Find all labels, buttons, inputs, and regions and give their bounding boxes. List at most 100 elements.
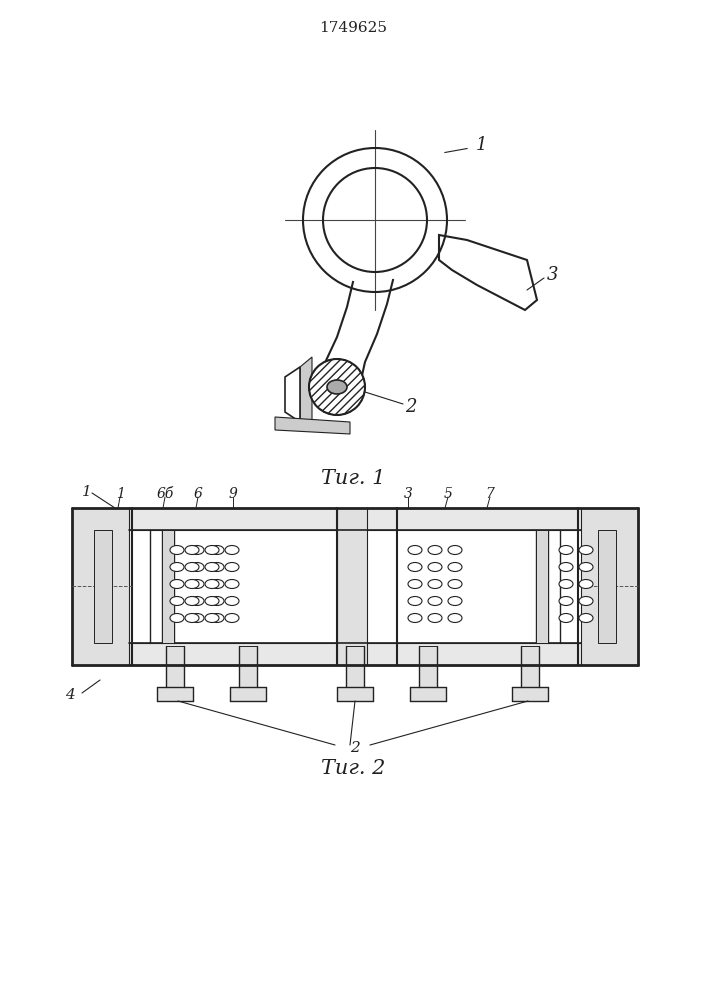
Polygon shape xyxy=(439,235,537,310)
Ellipse shape xyxy=(210,580,224,588)
Text: 1: 1 xyxy=(82,485,92,499)
Ellipse shape xyxy=(225,562,239,572)
Ellipse shape xyxy=(559,596,573,605)
Polygon shape xyxy=(72,643,638,665)
Ellipse shape xyxy=(170,596,184,605)
Ellipse shape xyxy=(190,562,204,572)
Ellipse shape xyxy=(225,546,239,554)
Polygon shape xyxy=(598,530,616,643)
Text: 2: 2 xyxy=(405,398,416,416)
Polygon shape xyxy=(94,530,112,643)
Ellipse shape xyxy=(559,580,573,588)
Text: 1: 1 xyxy=(115,487,124,501)
Ellipse shape xyxy=(205,562,219,572)
Ellipse shape xyxy=(225,596,239,605)
Ellipse shape xyxy=(170,546,184,554)
Ellipse shape xyxy=(205,580,219,588)
Ellipse shape xyxy=(408,562,422,572)
Ellipse shape xyxy=(579,546,593,554)
Text: 1749625: 1749625 xyxy=(319,21,387,35)
Ellipse shape xyxy=(170,562,184,572)
Polygon shape xyxy=(166,646,184,687)
Polygon shape xyxy=(337,687,373,701)
Ellipse shape xyxy=(190,613,204,622)
Ellipse shape xyxy=(205,613,219,622)
Ellipse shape xyxy=(205,546,219,554)
Text: Τиг. 2: Τиг. 2 xyxy=(321,758,385,778)
Ellipse shape xyxy=(559,562,573,572)
Ellipse shape xyxy=(448,546,462,554)
Ellipse shape xyxy=(559,613,573,622)
Polygon shape xyxy=(410,687,446,701)
Circle shape xyxy=(309,359,365,415)
Text: 9: 9 xyxy=(228,487,238,501)
Polygon shape xyxy=(162,530,174,643)
Bar xyxy=(174,530,337,643)
Text: 3: 3 xyxy=(547,266,559,284)
Ellipse shape xyxy=(185,613,199,622)
Ellipse shape xyxy=(408,613,422,622)
Ellipse shape xyxy=(428,562,442,572)
Polygon shape xyxy=(512,687,548,701)
Ellipse shape xyxy=(448,613,462,622)
Polygon shape xyxy=(72,508,129,665)
Polygon shape xyxy=(346,646,364,687)
Ellipse shape xyxy=(428,596,442,605)
Bar xyxy=(538,530,548,643)
Ellipse shape xyxy=(579,613,593,622)
Ellipse shape xyxy=(170,613,184,622)
Ellipse shape xyxy=(170,580,184,588)
Ellipse shape xyxy=(190,580,204,588)
Polygon shape xyxy=(275,417,350,434)
Text: 3: 3 xyxy=(404,487,412,501)
Text: 6: 6 xyxy=(194,487,202,501)
Ellipse shape xyxy=(210,546,224,554)
Polygon shape xyxy=(72,508,638,530)
Ellipse shape xyxy=(579,580,593,588)
Ellipse shape xyxy=(428,546,442,554)
Polygon shape xyxy=(285,367,300,422)
Ellipse shape xyxy=(408,546,422,554)
Ellipse shape xyxy=(225,613,239,622)
Ellipse shape xyxy=(448,562,462,572)
Ellipse shape xyxy=(408,580,422,588)
Ellipse shape xyxy=(579,562,593,572)
Ellipse shape xyxy=(185,546,199,554)
Text: Τиг. 1: Τиг. 1 xyxy=(321,468,385,488)
Polygon shape xyxy=(239,646,257,687)
Ellipse shape xyxy=(190,546,204,554)
Polygon shape xyxy=(337,508,367,665)
Ellipse shape xyxy=(205,596,219,605)
Ellipse shape xyxy=(448,596,462,605)
Ellipse shape xyxy=(428,613,442,622)
Ellipse shape xyxy=(408,596,422,605)
Ellipse shape xyxy=(559,546,573,554)
Polygon shape xyxy=(536,530,548,643)
Text: 5: 5 xyxy=(443,487,452,501)
Ellipse shape xyxy=(225,580,239,588)
Polygon shape xyxy=(521,646,539,687)
Ellipse shape xyxy=(327,380,347,394)
Polygon shape xyxy=(581,508,638,665)
Ellipse shape xyxy=(210,596,224,605)
Ellipse shape xyxy=(448,580,462,588)
Ellipse shape xyxy=(185,562,199,572)
Text: 7: 7 xyxy=(486,487,494,501)
Ellipse shape xyxy=(185,596,199,605)
Ellipse shape xyxy=(428,580,442,588)
Polygon shape xyxy=(419,646,437,687)
Ellipse shape xyxy=(210,562,224,572)
Polygon shape xyxy=(230,687,266,701)
Polygon shape xyxy=(300,357,312,427)
Ellipse shape xyxy=(210,613,224,622)
Ellipse shape xyxy=(185,580,199,588)
Text: 2: 2 xyxy=(350,741,360,755)
Text: 1: 1 xyxy=(476,136,488,154)
Ellipse shape xyxy=(190,596,204,605)
Bar xyxy=(397,530,536,643)
Text: 6б: 6б xyxy=(156,487,174,501)
Polygon shape xyxy=(157,687,193,701)
Bar xyxy=(142,530,162,643)
Text: 4: 4 xyxy=(65,688,75,702)
Ellipse shape xyxy=(579,596,593,605)
